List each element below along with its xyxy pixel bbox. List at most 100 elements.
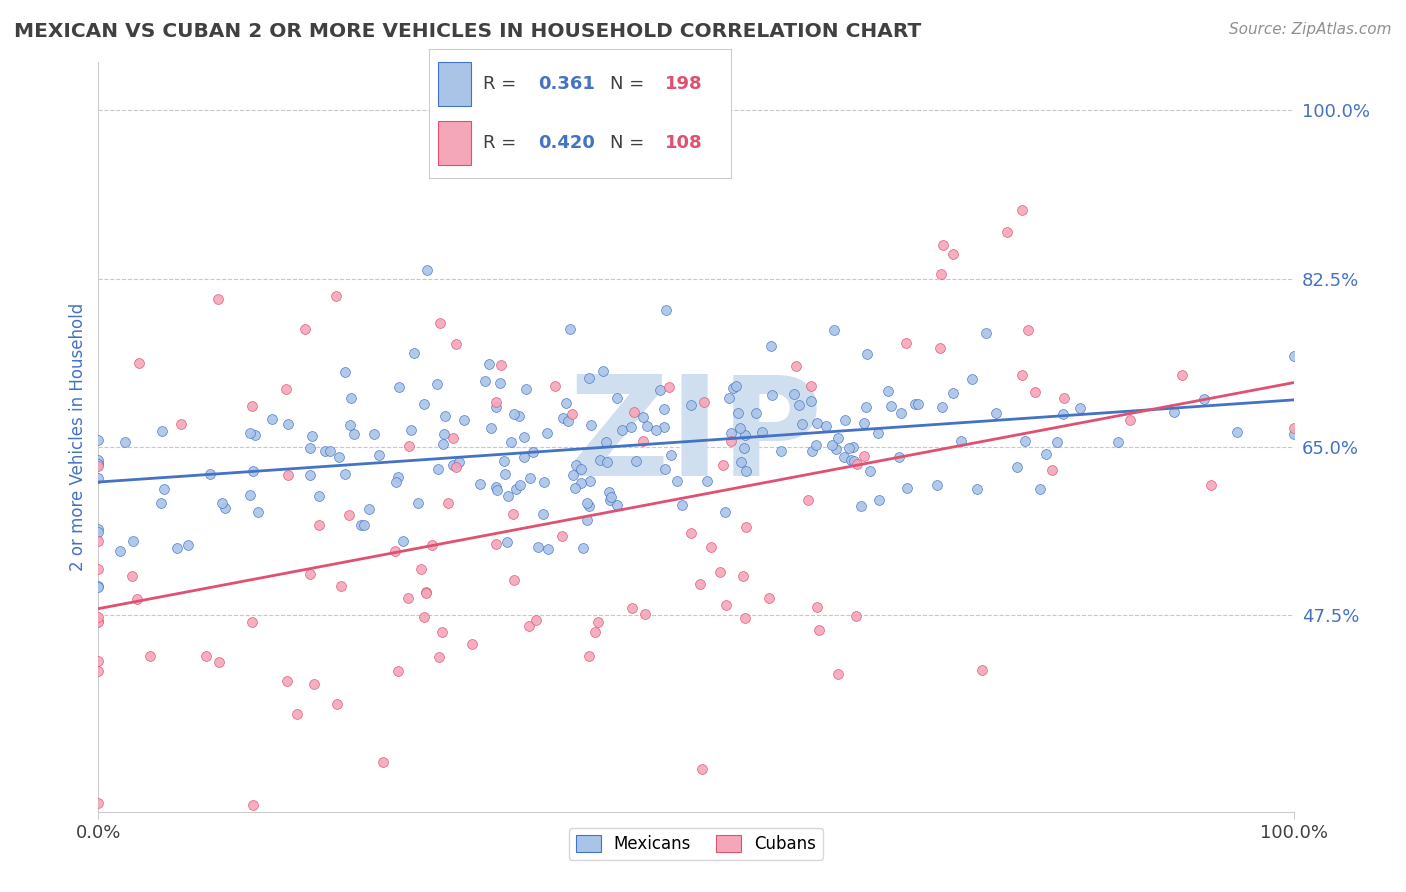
Point — [333, 467, 356, 481]
Point — [845, 457, 868, 471]
Point — [87, 562, 110, 576]
Point — [904, 397, 927, 411]
Point — [432, 437, 454, 451]
Point — [87, 664, 110, 678]
Point — [301, 428, 323, 442]
Point — [721, 381, 744, 395]
Point — [513, 450, 536, 465]
Point — [555, 396, 578, 410]
Point — [446, 337, 468, 351]
Point — [600, 491, 623, 505]
Point — [479, 421, 502, 435]
Point — [942, 247, 965, 261]
Point — [692, 762, 714, 776]
Point — [620, 419, 643, 434]
Point — [294, 322, 316, 336]
Point — [276, 674, 298, 689]
Point — [302, 676, 325, 690]
Point — [449, 454, 471, 468]
Point — [931, 401, 953, 415]
Point — [758, 591, 780, 605]
Point — [509, 477, 531, 491]
Point — [536, 426, 558, 441]
Point — [87, 614, 110, 628]
Point — [800, 379, 823, 393]
Point — [783, 386, 806, 401]
Y-axis label: 2 or more Vehicles in Household: 2 or more Vehicles in Household — [69, 303, 87, 571]
Point — [406, 496, 429, 510]
Point — [868, 492, 890, 507]
Point — [734, 611, 756, 625]
Point — [517, 619, 540, 633]
Point — [827, 432, 849, 446]
Point — [453, 412, 475, 426]
Point — [314, 443, 336, 458]
Point — [121, 569, 143, 583]
Point — [711, 458, 734, 472]
Point — [515, 382, 537, 396]
Point — [87, 533, 110, 548]
Point — [849, 499, 872, 513]
Point — [1108, 434, 1130, 449]
Point — [598, 485, 620, 500]
Point — [645, 423, 668, 437]
Point — [579, 417, 602, 432]
Point — [128, 356, 150, 370]
Point — [87, 524, 110, 539]
Point — [108, 544, 131, 558]
Point — [800, 443, 823, 458]
Point — [387, 664, 409, 678]
Point — [319, 444, 342, 458]
Point — [855, 400, 877, 414]
Point — [578, 499, 600, 513]
Point — [1163, 405, 1185, 419]
Point — [834, 450, 856, 464]
Point — [494, 454, 516, 468]
Point — [446, 460, 468, 475]
Point — [350, 517, 373, 532]
Text: Source: ZipAtlas.com: Source: ZipAtlas.com — [1229, 22, 1392, 37]
Point — [671, 498, 693, 512]
Point — [387, 470, 409, 484]
Point — [240, 615, 263, 629]
Point — [804, 438, 827, 452]
Point — [932, 238, 955, 252]
Point — [626, 454, 648, 468]
Point — [599, 493, 621, 508]
Point — [1017, 323, 1039, 337]
Point — [495, 534, 517, 549]
Point — [728, 421, 751, 435]
Point — [441, 431, 464, 445]
Point — [806, 417, 828, 431]
Point — [537, 541, 560, 556]
Point — [1011, 368, 1033, 382]
Point — [502, 407, 524, 421]
Point — [586, 615, 609, 629]
Point — [329, 579, 352, 593]
Point — [929, 267, 952, 281]
Point — [595, 435, 617, 450]
Point — [489, 376, 512, 390]
Point — [437, 496, 460, 510]
Point — [984, 405, 1007, 419]
Point — [429, 316, 451, 330]
Point — [654, 461, 676, 475]
Text: 198: 198 — [665, 75, 702, 93]
Point — [1046, 435, 1069, 450]
Text: R =: R = — [484, 75, 522, 93]
Point — [652, 402, 675, 417]
Point — [489, 358, 512, 372]
Point — [1171, 368, 1194, 382]
Point — [87, 459, 110, 474]
Point — [569, 476, 592, 491]
Point — [572, 541, 595, 555]
Text: R =: R = — [484, 135, 522, 153]
Point — [531, 507, 554, 521]
Point — [503, 574, 526, 588]
Point — [200, 467, 222, 481]
Point — [970, 663, 993, 677]
Point — [730, 455, 752, 469]
Point — [724, 379, 747, 393]
Point — [995, 225, 1018, 239]
Point — [298, 468, 321, 483]
